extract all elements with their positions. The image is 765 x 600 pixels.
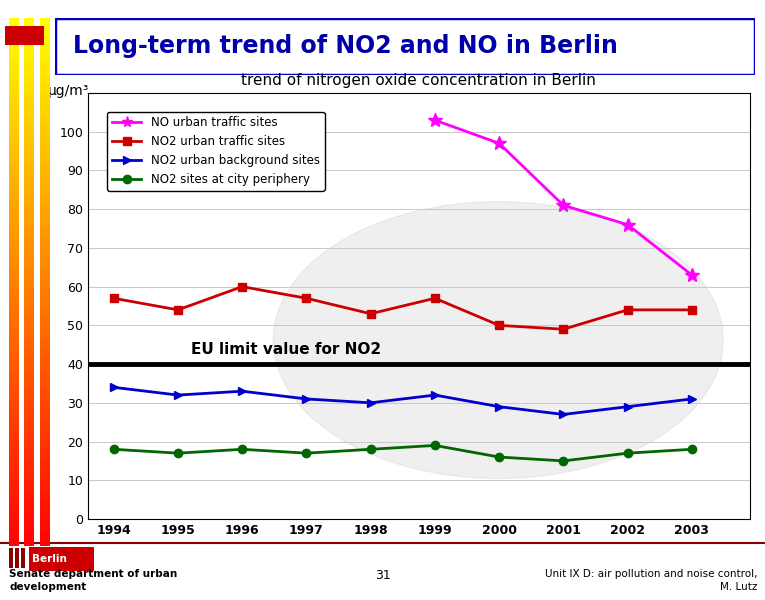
NO2 sites at city periphery (109, 446, 119, 453)
Line: NO2 sites at city periphery: NO2 sites at city periphery (109, 441, 696, 465)
NO2 sites at city periphery (238, 446, 247, 453)
NO2 sites at city periphery (430, 442, 439, 449)
Bar (29, 547, 94, 571)
NO2 sites at city periphery (494, 454, 503, 461)
NO2 urban background sites (238, 388, 247, 395)
NO2 urban traffic sites (558, 326, 568, 333)
NO2 urban traffic sites (687, 306, 696, 313)
NO2 urban background sites (174, 391, 183, 398)
NO2 urban background sites (687, 395, 696, 403)
NO2 urban traffic sites (174, 306, 183, 313)
NO2 urban background sites (109, 384, 119, 391)
NO2 urban traffic sites (623, 306, 632, 313)
Bar (21, 548, 25, 568)
NO2 urban traffic sites (238, 283, 247, 290)
Ellipse shape (273, 202, 723, 479)
Line: NO2 urban background sites: NO2 urban background sites (109, 383, 696, 419)
Line: NO2 urban traffic sites: NO2 urban traffic sites (109, 283, 696, 334)
NO2 urban traffic sites (302, 295, 311, 302)
NO2 urban background sites (366, 399, 376, 406)
NO urban traffic sites (430, 116, 439, 124)
Bar (9, 548, 13, 568)
NO urban traffic sites (494, 140, 503, 147)
Text: Senate department of urban
development: Senate department of urban development (9, 569, 177, 592)
NO2 urban background sites (494, 403, 503, 410)
NO2 urban background sites (558, 411, 568, 418)
NO2 urban traffic sites (366, 310, 376, 317)
Line: NO urban traffic sites: NO urban traffic sites (428, 113, 698, 282)
Text: Berlin: Berlin (32, 554, 67, 563)
Text: μg/m³: μg/m³ (48, 85, 90, 98)
NO2 sites at city periphery (558, 457, 568, 464)
Title: trend of nitrogen oxide concentration in Berlin: trend of nitrogen oxide concentration in… (242, 73, 596, 88)
NO2 urban background sites (430, 391, 439, 398)
Text: Unit IX D: air pollution and noise control,
                                M. L: Unit IX D: air pollution and noise contr… (545, 569, 757, 592)
NO2 urban traffic sites (494, 322, 503, 329)
Legend: NO urban traffic sites, NO2 urban traffic sites, NO2 urban background sites, NO2: NO urban traffic sites, NO2 urban traffi… (107, 112, 324, 191)
NO urban traffic sites (558, 202, 568, 209)
NO2 urban traffic sites (430, 295, 439, 302)
NO urban traffic sites (623, 221, 632, 228)
NO2 sites at city periphery (174, 449, 183, 457)
NO2 urban background sites (302, 395, 311, 403)
NO urban traffic sites (687, 271, 696, 278)
NO2 urban traffic sites (109, 295, 119, 302)
NO2 sites at city periphery (623, 449, 632, 457)
Text: Long-term trend of NO2 and NO in Berlin: Long-term trend of NO2 and NO in Berlin (73, 34, 617, 58)
NO2 sites at city periphery (366, 446, 376, 453)
NO2 sites at city periphery (302, 449, 311, 457)
Bar (15, 548, 19, 568)
NO2 urban background sites (623, 403, 632, 410)
NO2 sites at city periphery (687, 446, 696, 453)
Text: 31: 31 (375, 569, 390, 583)
Text: EU limit value for NO2: EU limit value for NO2 (190, 343, 381, 358)
